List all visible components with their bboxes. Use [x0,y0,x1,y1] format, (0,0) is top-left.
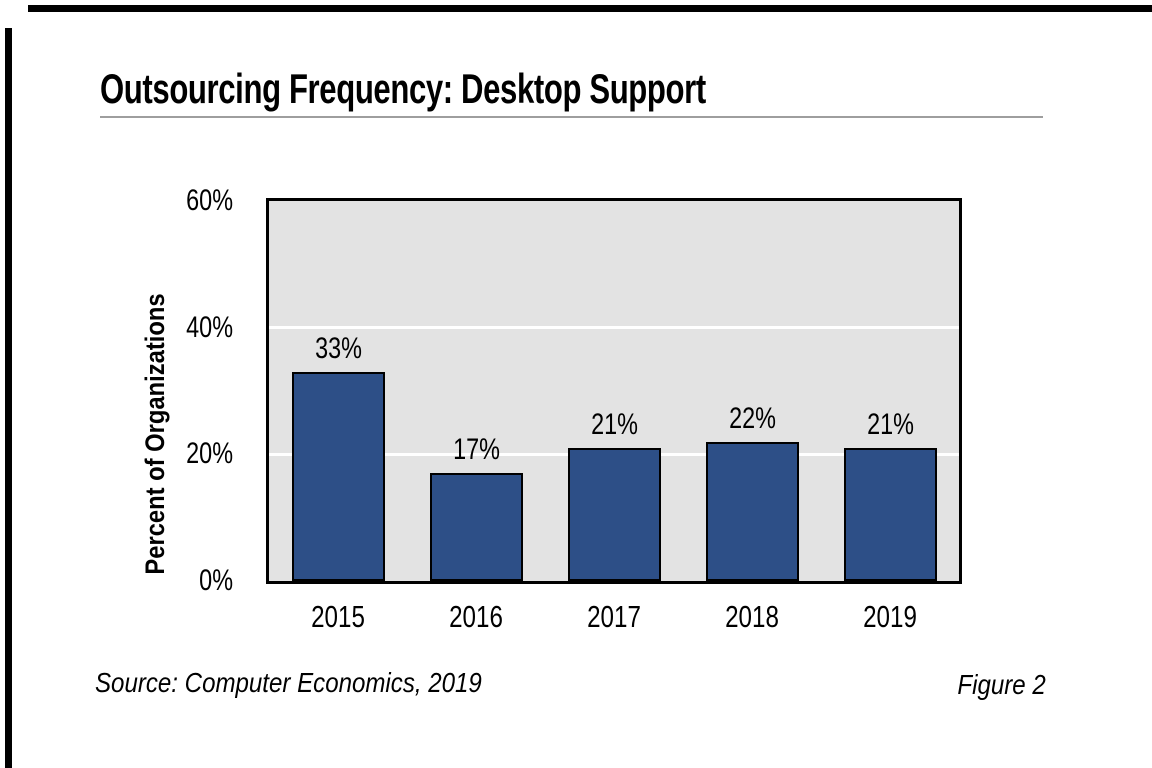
plot-area: 33% 17% 21% 22% 21% [266,198,962,584]
bar-2019 [844,448,937,581]
y-tick-label-40: 40% [186,311,233,344]
source-note: Source: Computer Economics, 2019 [95,667,482,698]
figure-label: Figure 2 [957,669,1046,700]
y-tick-label-20: 20% [186,437,233,470]
bar-2015 [292,372,385,581]
gridline-40 [269,326,959,329]
brand-frame-top-bar [28,5,1152,12]
x-tick-label-2019: 2019 [863,599,917,634]
bar-2018 [706,442,799,581]
y-tick-label-60: 60% [186,184,233,217]
bar-value-label-2015: 33% [315,332,362,365]
chart-title: Outsourcing Frequency: Desktop Support [100,65,706,112]
bar-value-label-2018: 22% [729,402,776,435]
x-tick-label-2015: 2015 [311,599,365,634]
x-tick-label-2016: 2016 [449,599,503,634]
x-tick-label-2018: 2018 [725,599,779,634]
bar-2016 [430,473,523,581]
bar-value-label-2019: 21% [867,408,914,441]
bar-value-label-2017: 21% [591,408,638,441]
y-tick-label-0: 0% [199,564,233,597]
bar-value-label-2016: 17% [453,433,500,466]
title-underline [100,116,1043,118]
bar-2017 [568,448,661,581]
x-tick-label-2017: 2017 [587,599,641,634]
brand-frame-left-bar [5,28,12,768]
y-axis-title: Percent of Organizations [140,293,170,575]
